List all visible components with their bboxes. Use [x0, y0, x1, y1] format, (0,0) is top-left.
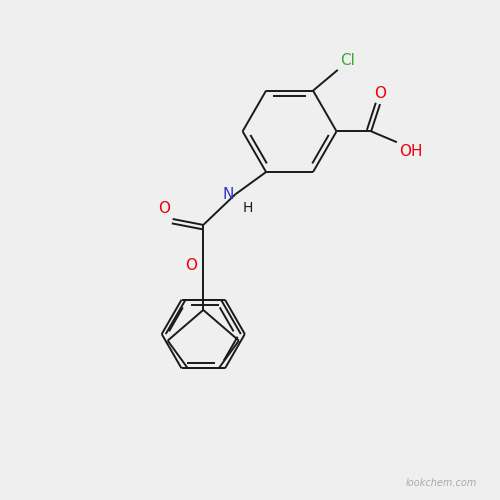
Text: H: H — [242, 201, 252, 215]
Text: O: O — [186, 258, 198, 273]
Text: Cl: Cl — [340, 53, 354, 68]
Text: N: N — [222, 188, 234, 202]
Text: O: O — [374, 86, 386, 101]
Text: lookchem.com: lookchem.com — [406, 478, 477, 488]
Text: OH: OH — [399, 144, 422, 159]
Text: O: O — [158, 201, 170, 216]
